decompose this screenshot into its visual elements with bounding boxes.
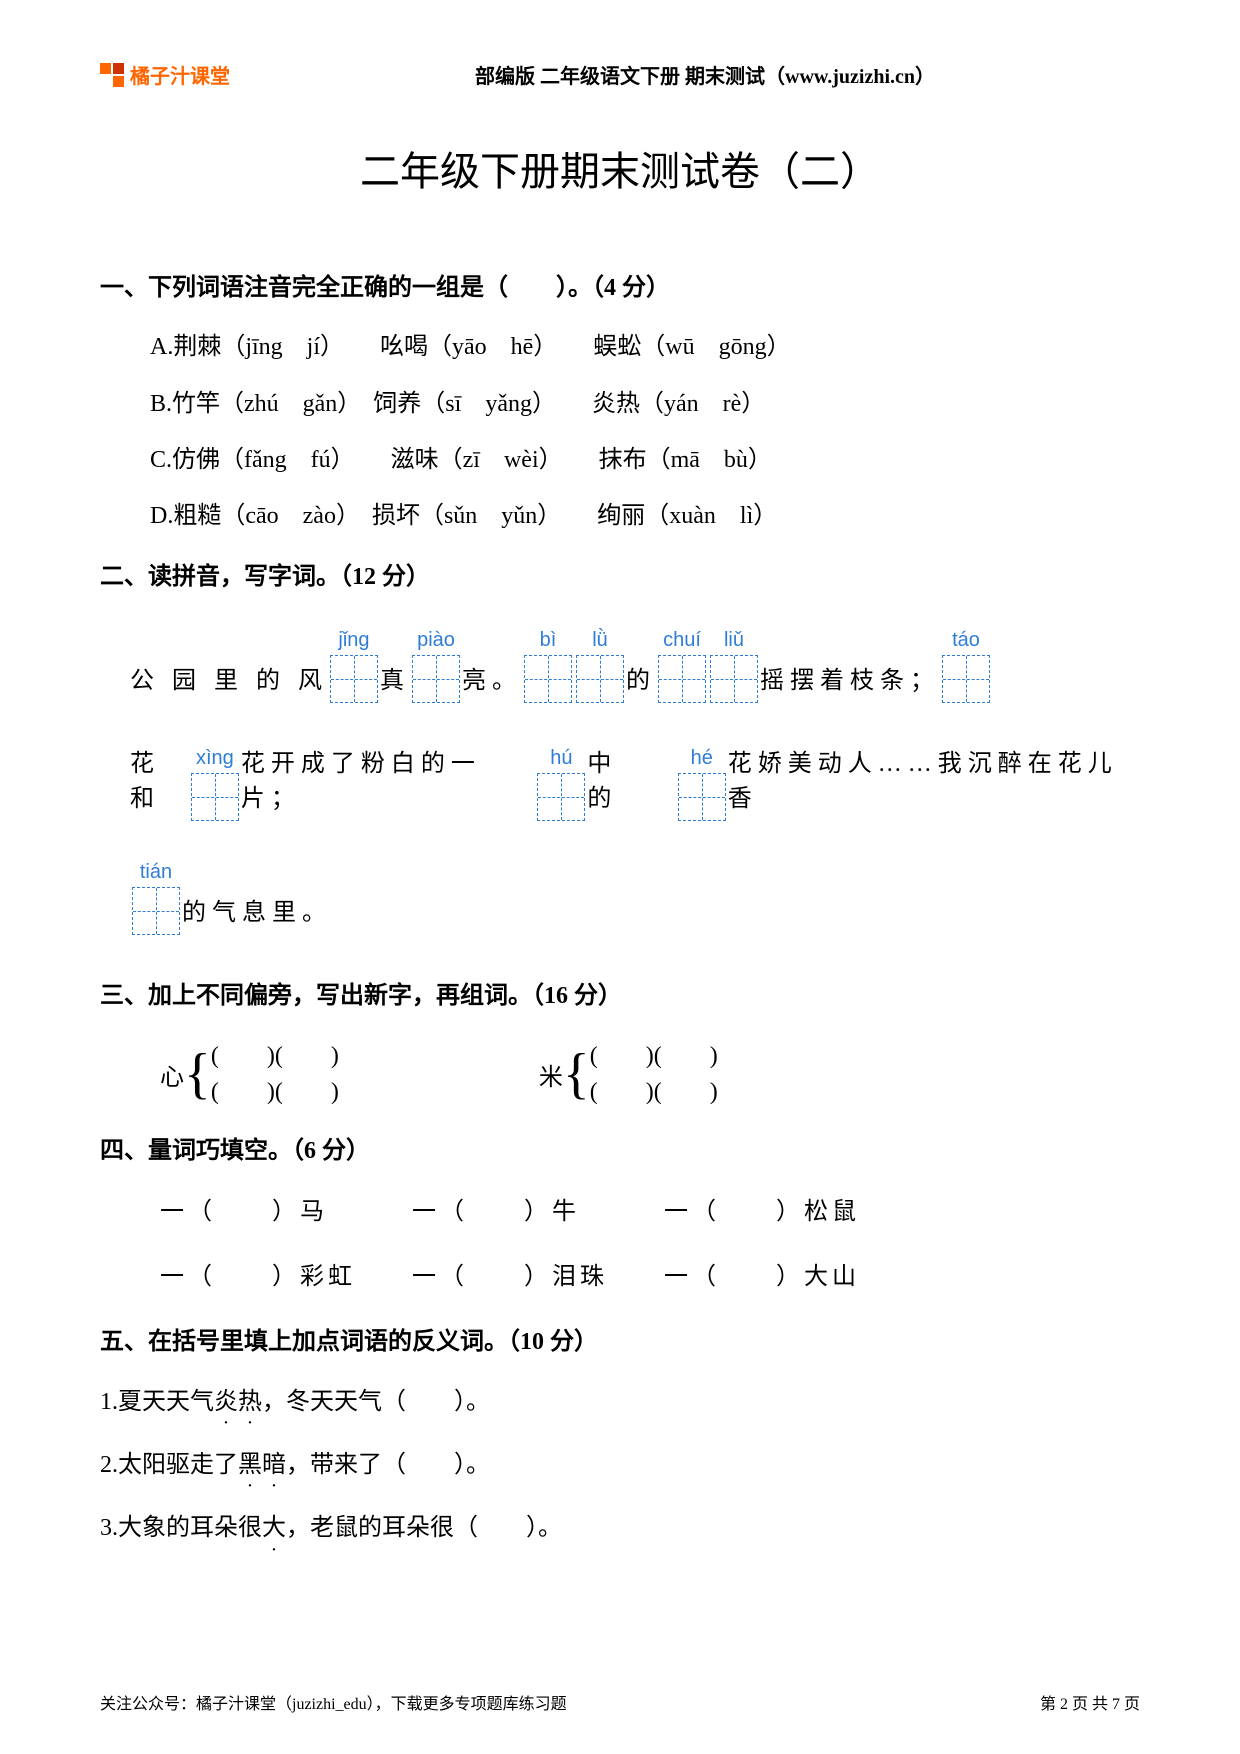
brace-line: ( )( ) (590, 1038, 718, 1074)
char-box (576, 655, 624, 703)
char-box (524, 655, 572, 703)
pinyin-label: tián (140, 861, 172, 885)
char-box-group: hú (537, 747, 585, 821)
char-box (191, 773, 239, 821)
option-d: D.粗糙（cāo zào） 损坏（sǔn yǔn） 绚丽（xuàn lì） (150, 497, 1140, 535)
antonym-section: 1.夏天天气炎热，冬天天气（ ）。 2.太阳驱走了黑暗，带来了（ ）。 3.大象… (100, 1383, 1140, 1548)
pinyin-line-1: 公 园 里 的 风 jǐng 真 piào 亮。 bì lǜ 的 chuí (130, 629, 1140, 703)
logo-icon (100, 63, 124, 87)
header-text: 部编版 二年级语文下册 期末测试（www.juzizhi.cn） (270, 60, 1140, 89)
pinyin-label: piào (417, 629, 455, 653)
pinyin-line-2: 花和 xìng 花开成了粉白的一片； hú 中 的 hé 花娇美动人……我沉醉在… (130, 743, 1140, 821)
page-footer: 关注公众号：橘子汁课堂（juzizhi_edu），下载更多专项题库练习题 第 2… (100, 1690, 1140, 1714)
pinyin-label: xìng (196, 747, 234, 771)
option-c: C.仿佛（fǎng fú） 滋味（zī wèi） 抹布（mā bù） (150, 441, 1140, 479)
dotted-char: 暗 (262, 1446, 286, 1484)
footer-right: 第 2 页 共 7 页 (1040, 1690, 1140, 1714)
text-chunk: ，带来了（ ）。 (286, 1452, 490, 1478)
pinyin-label: bì (540, 629, 557, 653)
radical-item-1: 心 { ( )( ) ( )( ) (160, 1038, 339, 1110)
char-box (412, 655, 460, 703)
char-box-group: liǔ (710, 629, 758, 703)
pinyin-label: liǔ (724, 629, 744, 653)
char-box-group: piào (412, 629, 460, 703)
brace-content: ( )( ) ( )( ) (590, 1038, 718, 1110)
char-box-group: lǜ (576, 629, 624, 703)
text-chunk: ，老鼠的耳朵很（ ）。 (286, 1515, 562, 1541)
text-chunk: 1.夏天天气 (100, 1389, 214, 1415)
measure-line-1: 一（ ）马 一（ ）牛 一（ ）松鼠 (160, 1191, 1140, 1226)
char-box-group: xìng (191, 747, 239, 821)
char-box (710, 655, 758, 703)
option-a: A.荆棘（jīng jí） 吆喝（yāo hē） 蜈蚣（wū gōng） (150, 328, 1140, 366)
text-chunk: 摇摆着枝条； (760, 660, 940, 703)
text-chunk: 的气息里。 (182, 892, 332, 935)
exam-title: 二年级下册期末测试卷（二） (100, 139, 1140, 197)
pinyin-label: táo (952, 629, 980, 653)
text-chunk: 亮。 (462, 660, 522, 703)
antonym-line-2: 2.太阳驱走了黑暗，带来了（ ）。 (100, 1446, 1140, 1484)
pinyin-label: lǜ (592, 629, 608, 653)
brace-line: ( )( ) (590, 1074, 718, 1110)
brace-icon: { (563, 1052, 590, 1097)
dotted-char: 大 (262, 1509, 286, 1547)
section3-title: 三、加上不同偏旁，写出新字，再组词。（16 分） (100, 975, 1140, 1018)
char-box (132, 887, 180, 935)
dotted-char: 黑 (238, 1446, 262, 1484)
pinyin-label: jǐng (338, 629, 369, 653)
char-box (330, 655, 378, 703)
measure-section: 一（ ）马 一（ ）牛 一（ ）松鼠 一（ ）彩虹 一（ ）泪珠 一（ ）大山 (160, 1191, 1140, 1291)
pinyin-label: hú (550, 747, 572, 771)
char-box-group: tián (132, 861, 180, 935)
text-chunk: 花开成了粉白的一片； (241, 743, 535, 821)
pinyin-label: chuí (663, 629, 701, 653)
brace-icon: { (184, 1052, 211, 1097)
brace-line: ( )( ) (211, 1038, 339, 1074)
text-chunk: 2.太阳驱走了 (100, 1452, 238, 1478)
text-chunk: 花和 (130, 743, 189, 821)
antonym-line-1: 1.夏天天气炎热，冬天天气（ ）。 (100, 1383, 1140, 1421)
pinyin-line-3: tián 的气息里。 (130, 861, 1140, 935)
radical-item-2: 米 { ( )( ) ( )( ) (539, 1038, 718, 1110)
char-box (537, 773, 585, 821)
brace-content: ( )( ) ( )( ) (211, 1038, 339, 1110)
char-box (678, 773, 726, 821)
antonym-line-3: 3.大象的耳朵很大，老鼠的耳朵很（ ）。 (100, 1509, 1140, 1547)
option-b: B.竹竿（zhú gǎn） 饲养（sī yǎng） 炎热（yán rè） (150, 385, 1140, 423)
logo: 橘子汁课堂 (100, 60, 230, 89)
char-box (942, 655, 990, 703)
dotted-char: 炎 (214, 1383, 238, 1421)
char-box-group: jǐng (330, 629, 378, 703)
radical-section: 心 { ( )( ) ( )( ) 米 { ( )( ) ( )( ) (160, 1038, 1140, 1110)
text-chunk: 的 (626, 660, 656, 703)
pinyin-section: 公 园 里 的 风 jǐng 真 piào 亮。 bì lǜ 的 chuí (130, 629, 1140, 935)
measure-line-2: 一（ ）彩虹 一（ ）泪珠 一（ ）大山 (160, 1256, 1140, 1291)
radical-char: 米 (539, 1057, 563, 1092)
char-box-group: bì (524, 629, 572, 703)
section5-title: 五、在括号里填上加点词语的反义词。（10 分） (100, 1321, 1140, 1364)
pinyin-label: hé (691, 747, 713, 771)
section2-title: 二、读拼音，写字词。（12 分） (100, 556, 1140, 599)
char-box-group: chuí (658, 629, 706, 703)
section1-title: 一、下列词语注音完全正确的一组是（ ）。（4 分） (100, 267, 1140, 310)
text-chunk: 3.大象的耳朵很 (100, 1515, 262, 1541)
section4-title: 四、量词巧填空。（6 分） (100, 1130, 1140, 1173)
text-chunk: 花娇美动人……我沉醉在花儿香 (728, 743, 1140, 821)
text-chunk: 中 的 (587, 743, 675, 821)
radical-char: 心 (160, 1057, 184, 1092)
char-box (658, 655, 706, 703)
text-chunk: ，冬天天气（ ）。 (262, 1389, 490, 1415)
char-box-group: hé (678, 747, 726, 821)
brace-line: ( )( ) (211, 1074, 339, 1110)
text-chunk: 公 园 里 的 风 (130, 660, 328, 703)
footer-left: 关注公众号：橘子汁课堂（juzizhi_edu），下载更多专项题库练习题 (100, 1690, 567, 1714)
text-chunk: 真 (380, 660, 410, 703)
dotted-char: 热 (238, 1383, 262, 1421)
page-header: 橘子汁课堂 部编版 二年级语文下册 期末测试（www.juzizhi.cn） (100, 60, 1140, 89)
char-box-group: táo (942, 629, 990, 703)
logo-text: 橘子汁课堂 (130, 60, 230, 89)
